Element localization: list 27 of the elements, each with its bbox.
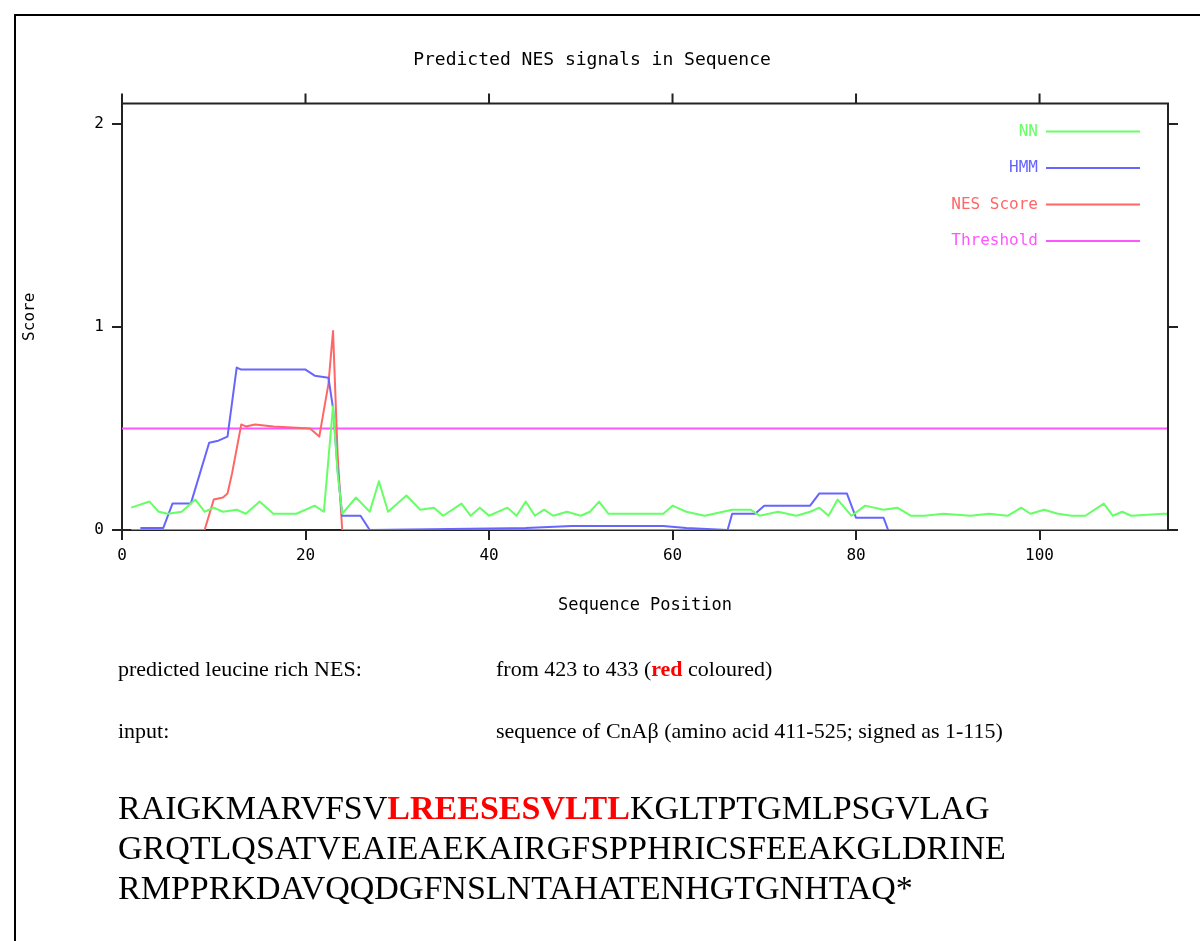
text: NN [1018,120,1038,140]
text: Threshold [951,230,1038,250]
text: LREESESVLTL [387,789,630,826]
x-tick-label: 20 [295,544,316,564]
x-tick-label: 0 [117,544,127,564]
text: KGLTPTGMLPSGVLAG [629,789,990,826]
text: from 423 to 433 ( [496,656,652,681]
chart-title: Predicted NES signals in Sequence [413,48,771,70]
text: HMM [1009,157,1038,177]
text: input: [118,718,170,743]
text: red [651,656,683,681]
text: GRQTLQSATVEAIEAEKAIRGFSPPHRICSFEEAKGLDRINE [118,829,1006,866]
x-tick-label: 100 [1025,544,1054,564]
y-tick-label: 1 [94,316,104,336]
text: NES Score [951,193,1038,213]
x-tick-label: 40 [479,544,499,564]
text: coloured) [687,656,773,681]
text: RMPPRKDAVQQDGFNSLNTAHATENHGTGNHTAQ* [118,869,913,906]
x-tick-label: 80 [846,544,866,564]
text: predicted leucine rich NES: [118,656,362,681]
y-axis-title: Score [18,292,38,341]
y-tick-label: 0 [94,519,104,539]
x-axis-title: Sequence Position [558,594,732,615]
y-tick-label: 2 [94,113,104,133]
text: sequence of CnAβ (amino acid 411-525; signed as 1-115) [496,718,1003,743]
x-tick-label: 60 [662,544,683,564]
text: RAIGKMARVFSV [118,789,388,826]
